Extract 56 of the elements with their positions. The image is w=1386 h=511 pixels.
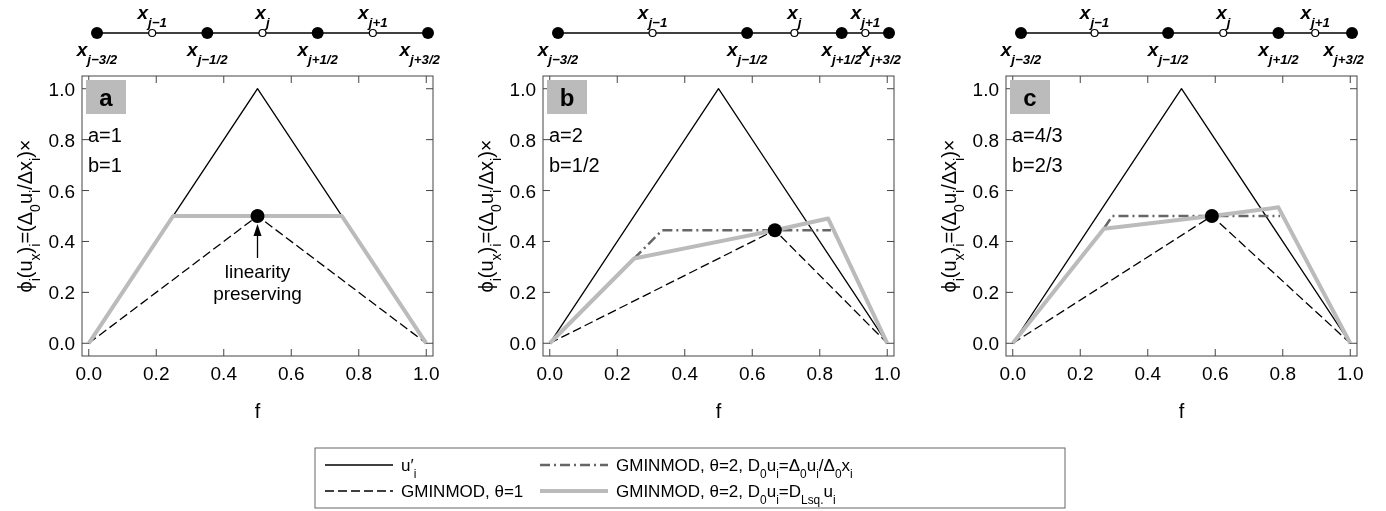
y-tick-label: 0.2 — [972, 282, 999, 304]
y-tick-label: 0.4 — [509, 231, 537, 253]
y-tick-label: 0.6 — [48, 180, 75, 202]
y-tick-label: 0.2 — [509, 282, 536, 304]
y-tick-label: 1.0 — [48, 78, 75, 100]
y-tick-label: 0.4 — [48, 231, 76, 253]
y-tick-label: 1.0 — [509, 78, 536, 100]
x-axis-title: f — [715, 400, 722, 422]
x-tick-label: 1.0 — [413, 363, 440, 384]
y-tick-label: 0.8 — [972, 129, 999, 151]
x-tick-label: 0.8 — [1269, 363, 1296, 384]
y-tick-label: 0.8 — [48, 129, 75, 151]
x-tick-label: 0.6 — [1202, 363, 1229, 384]
x-tick-label: 0.4 — [210, 363, 238, 384]
annotation: b=1 — [88, 154, 122, 176]
y-tick-label: 0.0 — [509, 333, 536, 355]
grid-diagram: x$_{j−3/2}$ x$_{j−1}$ x$_{j−1/2}$ x$_{j}$ x$_{j+1/2}$ x$_{j+1}$ x$_{j+3/2}$ — [537, 2, 901, 67]
text: GMINMOD, θ=2, D$_{0}$u$_{i}$=Δ$_{0}$u$_{i}$/Δ$_{0}$x$_{i}$ — [616, 456, 853, 481]
chart-title: a — [99, 84, 114, 111]
y-tick-label: 0.2 — [48, 282, 75, 304]
annotation: b=2/3 — [1012, 154, 1063, 176]
x-axis-title: f — [254, 400, 261, 422]
legend-label: u′$_{i}$ — [401, 456, 417, 481]
annotation: a=1 — [88, 124, 122, 146]
x-tick-label: 0.0 — [999, 363, 1026, 384]
annotation: b=1/2 — [549, 154, 600, 176]
x-tick-label: 0.0 — [536, 363, 563, 384]
y-tick-label: 0.8 — [509, 129, 536, 151]
y-tick-label: 0.6 — [509, 180, 536, 202]
y-tick-label: 0.6 — [972, 180, 999, 202]
x-tick-label: 0.4 — [1134, 363, 1162, 384]
x-tick-label: 0.6 — [739, 363, 766, 384]
x-tick-label: 1.0 — [874, 363, 901, 384]
y-tick-label: 0.0 — [48, 333, 75, 355]
grid-diagram: x$_{j−3/2}$ x$_{j−1}$ x$_{j−1/2}$ x$_{j}$ x$_{j+1/2}$ x$_{j+1}$ x$_{j+3/2}$ — [1000, 2, 1364, 67]
y-tick-label: 1.0 — [972, 78, 999, 100]
y-tick-label: 0.4 — [972, 231, 1000, 253]
x-tick-label: 1.0 — [1337, 363, 1364, 384]
x-tick-label: 0.6 — [278, 363, 305, 384]
y-tick-label: 0.0 — [972, 333, 999, 355]
annotation: linearity preserving — [213, 261, 302, 304]
x-tick-label: 0.8 — [806, 363, 833, 384]
annotation: a=2 — [549, 124, 583, 146]
x-tick-label: 0.2 — [604, 363, 631, 384]
x-tick-label: 0.8 — [345, 363, 372, 384]
legend-label: GMINMOD, θ=1 — [401, 482, 524, 501]
x-tick-label: 0.2 — [143, 363, 170, 384]
annotation: a=4/3 — [1012, 124, 1063, 146]
x-tick-label: 0.2 — [1067, 363, 1094, 384]
chart-title: c — [1023, 84, 1037, 111]
x-tick-label: 0.0 — [75, 363, 102, 384]
legend-label: GMINMOD, θ=2, D$_{0}$u$_{i}$=D$_{Lsq.}$u$_{i}$ — [616, 482, 836, 507]
x-tick-label: 0.4 — [671, 363, 699, 384]
x-axis-title: f — [1178, 400, 1185, 422]
grid-diagram: x$_{j−3/2}$ x$_{j−1}$ x$_{j−1/2}$ x$_{j}$ x$_{j+1/2}$ x$_{j+1}$ x$_{j+3/2}$ — [76, 2, 440, 67]
chart-title: b — [559, 84, 575, 111]
